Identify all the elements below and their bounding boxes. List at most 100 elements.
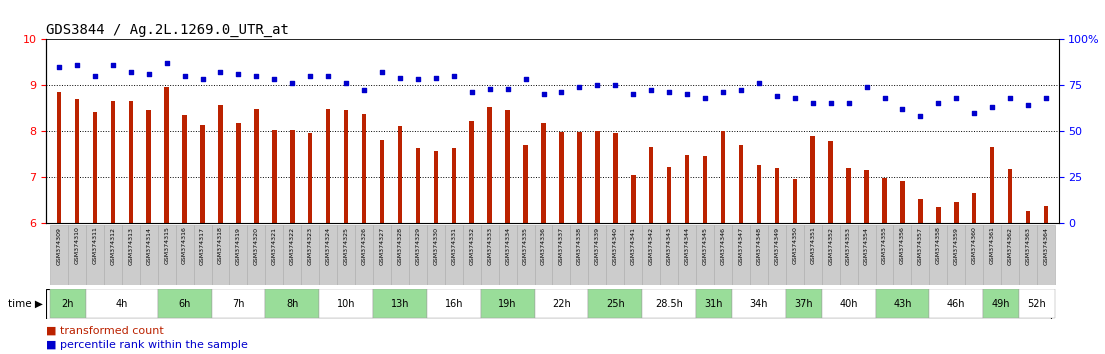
FancyBboxPatch shape [642, 289, 696, 318]
Point [158, 60, 176, 66]
Point [445, 73, 463, 79]
FancyBboxPatch shape [355, 225, 373, 285]
Bar [433, 151, 438, 223]
Text: GSM374311: GSM374311 [93, 227, 97, 264]
Text: 28.5h: 28.5h [655, 298, 683, 309]
Text: 34h: 34h [749, 298, 768, 309]
FancyBboxPatch shape [642, 225, 660, 285]
FancyBboxPatch shape [786, 289, 822, 318]
Point [552, 90, 570, 95]
Bar [254, 109, 259, 223]
Text: GSM374320: GSM374320 [254, 227, 259, 264]
Point [678, 91, 696, 97]
FancyBboxPatch shape [822, 225, 840, 285]
Point [104, 62, 122, 68]
FancyBboxPatch shape [265, 289, 319, 318]
Text: 46h: 46h [947, 298, 966, 309]
Bar [792, 179, 797, 223]
Text: 22h: 22h [552, 298, 571, 309]
Text: GSM374344: GSM374344 [685, 227, 690, 265]
Point [302, 73, 319, 79]
Point [409, 76, 427, 82]
Text: 31h: 31h [705, 298, 724, 309]
Text: GSM374350: GSM374350 [792, 227, 798, 264]
Bar [487, 107, 492, 223]
FancyBboxPatch shape [678, 225, 696, 285]
FancyBboxPatch shape [373, 289, 427, 318]
FancyBboxPatch shape [912, 225, 929, 285]
Text: GDS3844 / Ag.2L.1269.0_UTR_at: GDS3844 / Ag.2L.1269.0_UTR_at [46, 23, 290, 36]
FancyBboxPatch shape [1038, 225, 1055, 285]
Point [498, 86, 516, 91]
FancyBboxPatch shape [50, 289, 86, 318]
Bar [110, 101, 115, 223]
FancyBboxPatch shape [732, 225, 750, 285]
Point [929, 101, 947, 106]
Text: 4h: 4h [116, 298, 128, 309]
FancyBboxPatch shape [803, 225, 822, 285]
Point [50, 64, 67, 69]
Point [822, 101, 840, 106]
FancyBboxPatch shape [211, 225, 230, 285]
Bar [918, 199, 923, 223]
Point [1038, 95, 1055, 101]
Bar [810, 136, 815, 223]
Text: 13h: 13h [391, 298, 409, 309]
Bar [757, 166, 761, 223]
FancyBboxPatch shape [552, 225, 570, 285]
FancyBboxPatch shape [158, 289, 211, 318]
FancyBboxPatch shape [86, 225, 104, 285]
Text: GSM374345: GSM374345 [703, 227, 707, 264]
Text: GSM374321: GSM374321 [272, 227, 277, 264]
Bar [649, 147, 653, 223]
Point [714, 90, 732, 95]
Text: GSM374315: GSM374315 [165, 227, 169, 264]
FancyBboxPatch shape [732, 289, 786, 318]
Bar [901, 181, 905, 223]
Bar [361, 114, 366, 223]
Point [750, 80, 768, 86]
FancyBboxPatch shape [875, 225, 894, 285]
Point [875, 95, 893, 101]
Text: GSM374343: GSM374343 [666, 227, 672, 265]
FancyBboxPatch shape [947, 225, 966, 285]
Bar [380, 140, 385, 223]
FancyBboxPatch shape [67, 225, 86, 285]
FancyBboxPatch shape [211, 289, 265, 318]
Point [661, 90, 678, 95]
Point [733, 88, 750, 93]
FancyBboxPatch shape [50, 225, 67, 285]
FancyBboxPatch shape [158, 225, 176, 285]
FancyBboxPatch shape [929, 289, 983, 318]
Bar [470, 121, 474, 223]
Point [284, 80, 302, 86]
Point [355, 88, 372, 93]
FancyBboxPatch shape [86, 289, 158, 318]
Text: GSM374358: GSM374358 [936, 227, 940, 264]
Text: GSM374357: GSM374357 [918, 227, 923, 264]
Text: 8h: 8h [286, 298, 298, 309]
Bar [219, 105, 223, 223]
Text: GSM374317: GSM374317 [200, 227, 206, 264]
Point [912, 113, 929, 119]
Text: GSM374331: GSM374331 [451, 227, 456, 264]
Text: 7h: 7h [232, 298, 244, 309]
Text: GSM374353: GSM374353 [846, 227, 851, 264]
FancyBboxPatch shape [104, 225, 122, 285]
Bar [272, 130, 276, 223]
Point [427, 75, 444, 80]
FancyBboxPatch shape [517, 225, 535, 285]
Text: 25h: 25h [606, 298, 624, 309]
Bar [182, 115, 187, 223]
FancyBboxPatch shape [1019, 289, 1055, 318]
Bar [577, 132, 581, 223]
Text: GSM374361: GSM374361 [990, 227, 994, 264]
FancyBboxPatch shape [696, 225, 714, 285]
Text: GSM374339: GSM374339 [594, 227, 600, 265]
Point [86, 73, 104, 79]
Bar [1044, 206, 1049, 223]
Text: GSM374324: GSM374324 [326, 227, 330, 265]
Text: GSM374347: GSM374347 [738, 227, 744, 265]
FancyBboxPatch shape [319, 225, 337, 285]
Point [840, 101, 857, 106]
